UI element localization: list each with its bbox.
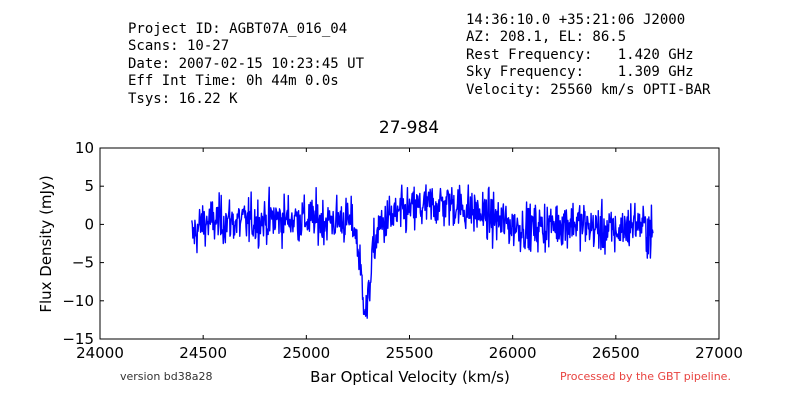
- x-tick-label: 25000: [282, 344, 330, 362]
- chart-title: 27-984: [379, 118, 439, 138]
- tsys-line: Tsys: 16.22 K: [128, 90, 238, 107]
- observation-info-right: 14:36:10.0 +35:21:06 J2000 AZ: 208.1, EL…: [466, 12, 710, 99]
- project-id-line: Project ID: AGBT07A_016_04: [128, 21, 348, 37]
- x-tick-label: 27000: [695, 344, 743, 362]
- y-axis-ticks: −15 −10 −5 0 5 10: [62, 139, 719, 348]
- y-tick-label: 10: [75, 139, 94, 157]
- y-tick-label: −10: [62, 292, 94, 310]
- observation-info-left: Project ID: AGBT07A_016_04 Scans: 10-27 …: [128, 21, 364, 108]
- plot-area: [99, 147, 720, 340]
- y-tick-label: 5: [84, 177, 94, 195]
- y-tick-label: 0: [84, 215, 94, 233]
- x-tick-label: 26000: [489, 344, 537, 362]
- pipeline-note: Processed by the GBT pipeline.: [560, 370, 731, 383]
- scans-line: Scans: 10-27: [128, 38, 230, 55]
- x-tick-label: 24500: [179, 344, 227, 362]
- spectrum-series-line: [191, 184, 654, 319]
- x-axis-ticks: 24000 24500 25000 25500 26000 26500 27000: [76, 148, 743, 362]
- sky-frequency-line: Sky Frequency: 1.309 GHz: [466, 64, 694, 81]
- x-tick-label: 26500: [592, 344, 640, 362]
- velocity-line: Velocity: 25560 km/s OPTI-BAR: [466, 81, 711, 98]
- y-tick-label: −5: [72, 254, 94, 272]
- rest-frequency-line: Rest Frequency: 1.420 GHz: [466, 46, 694, 63]
- version-label: version bd38a28: [120, 370, 213, 383]
- coordinates-line: 14:36:10.0 +35:21:06 J2000: [466, 12, 686, 28]
- y-tick-label: −15: [62, 330, 94, 348]
- az-el-line: AZ: 208.1, EL: 86.5: [466, 29, 627, 46]
- x-tick-label: 24000: [76, 344, 124, 362]
- date-line: Date: 2007-02-15 10:23:45 UT: [128, 55, 365, 72]
- integration-time-line: Eff Int Time: 0h 44m 0.0s: [128, 73, 339, 90]
- y-axis-label: Flux Density (mJy): [37, 175, 55, 312]
- x-axis-label: Bar Optical Velocity (km/s): [310, 368, 510, 386]
- x-tick-label: 25500: [386, 344, 434, 362]
